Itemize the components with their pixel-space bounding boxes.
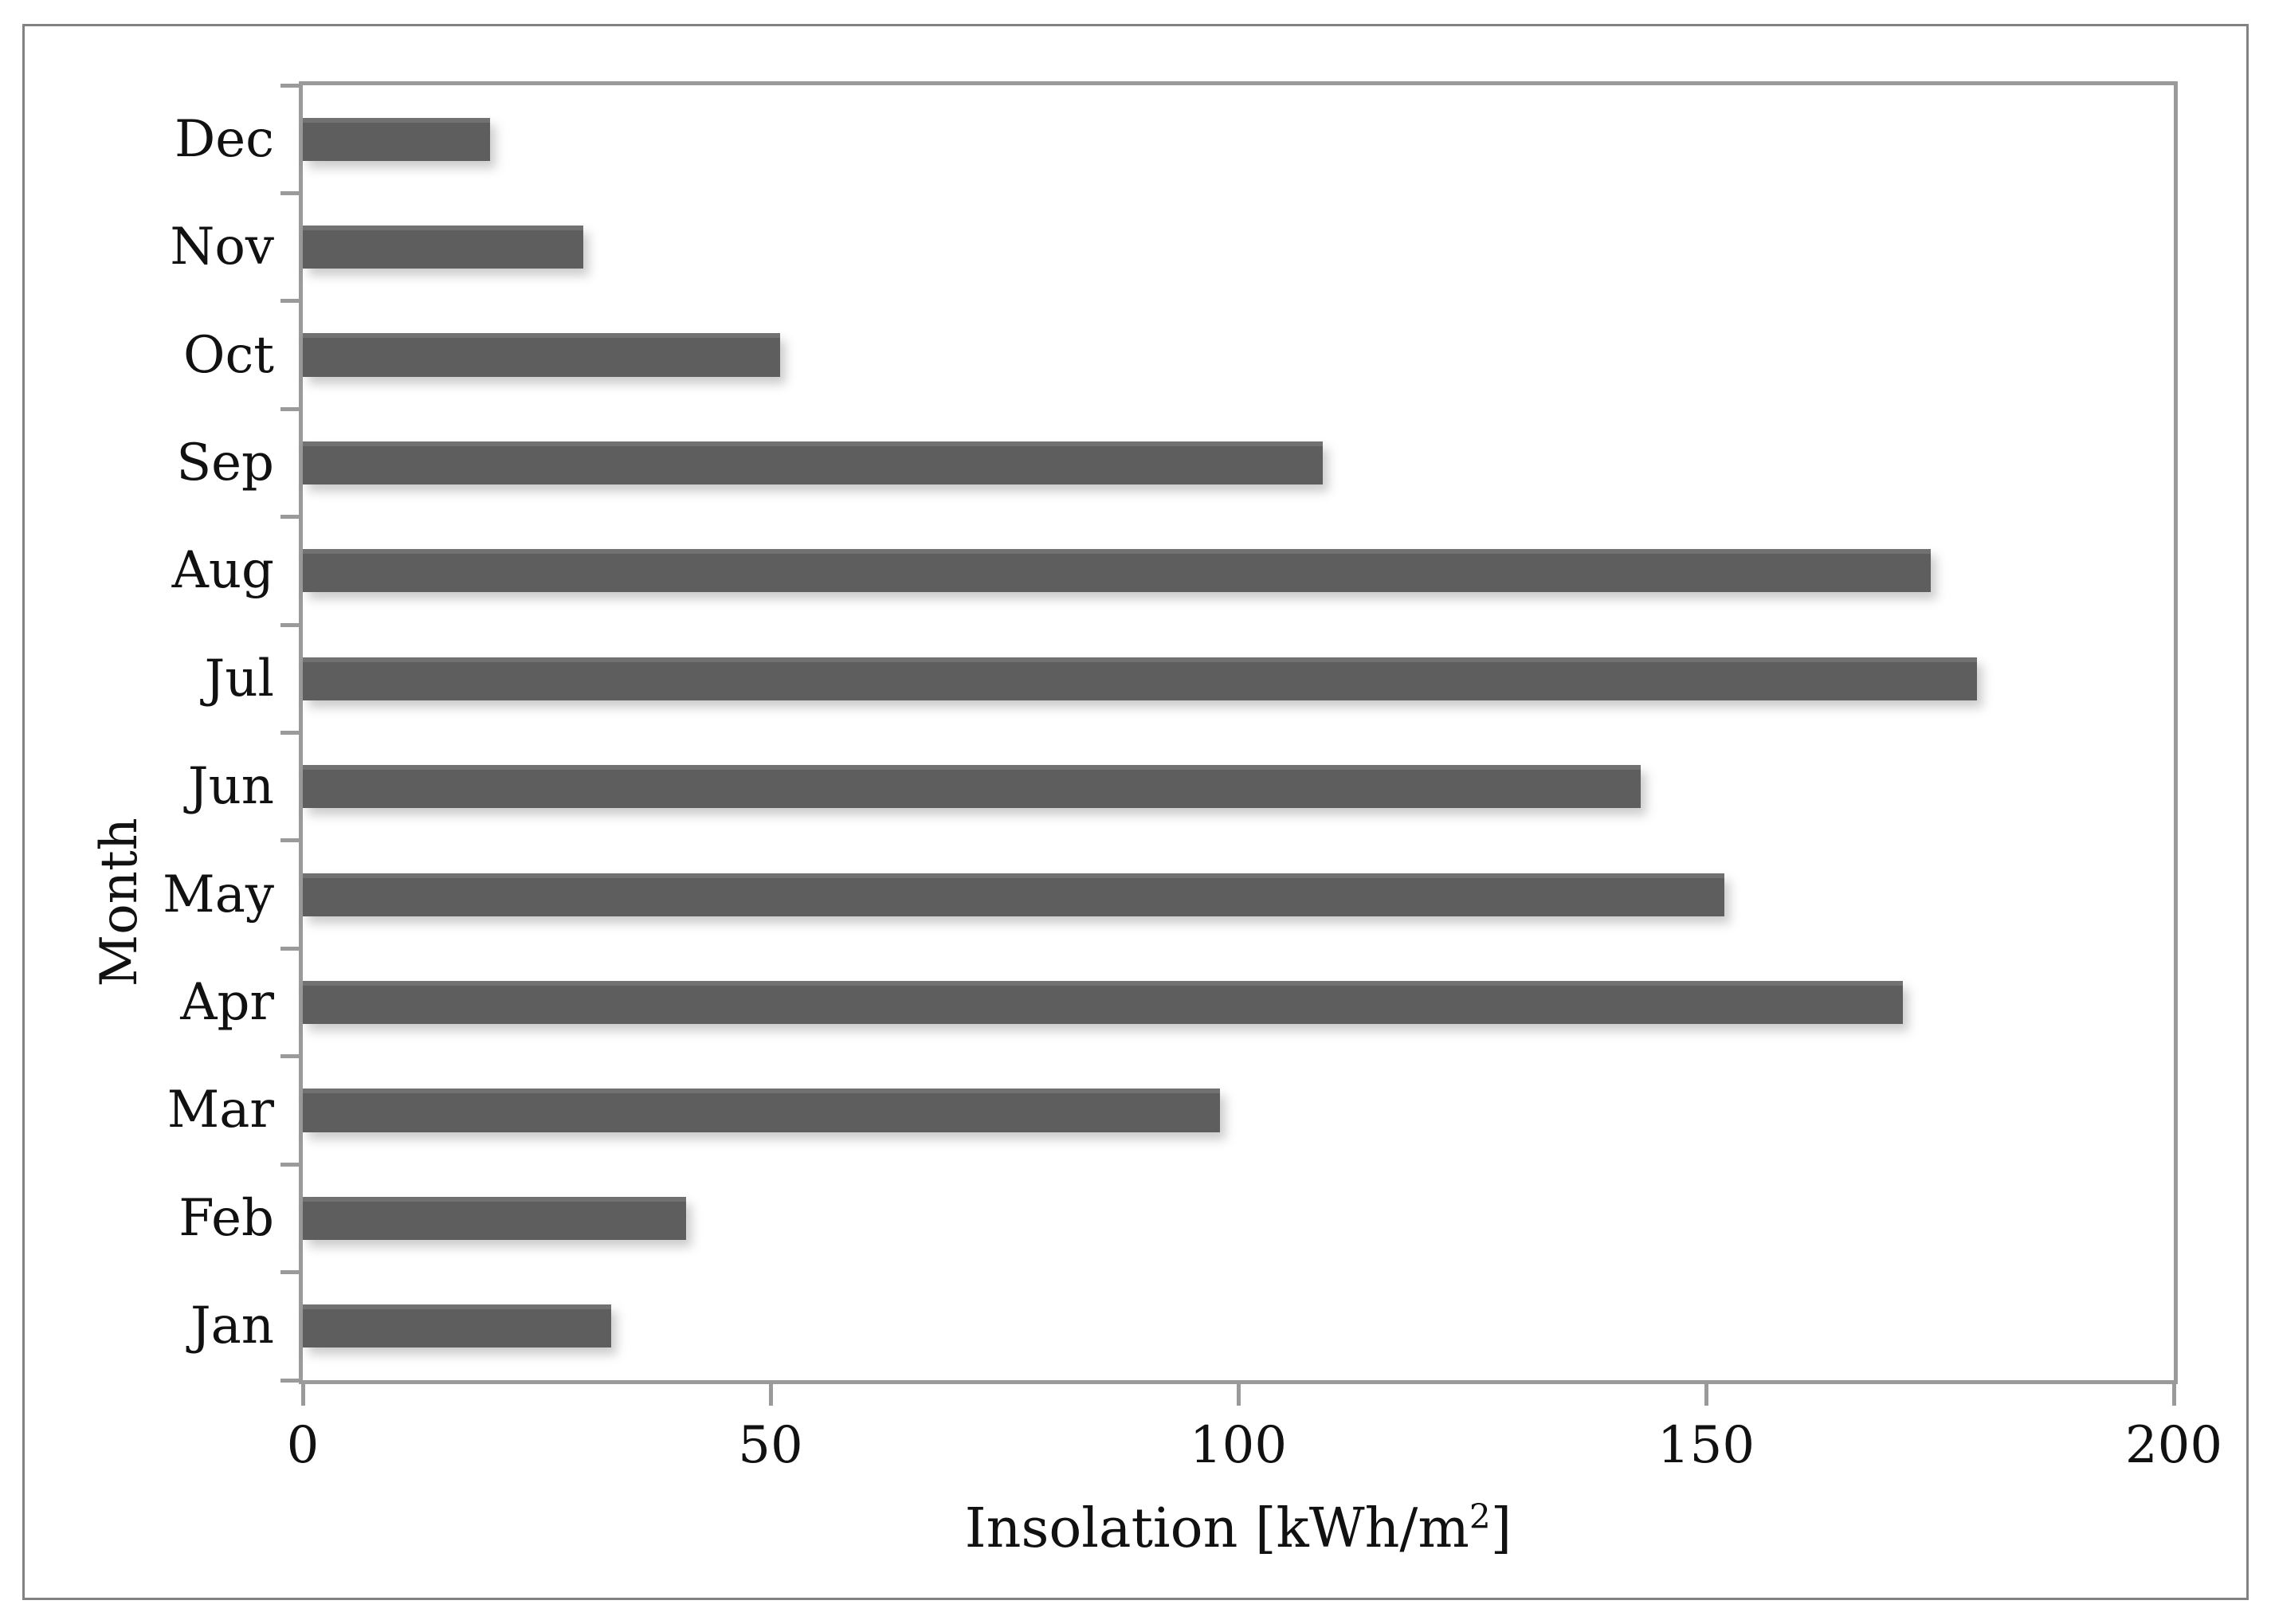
y-axis-tick — [280, 731, 299, 735]
y-axis-title: Month — [90, 818, 149, 987]
x-axis-tick-label-200: 200 — [2124, 1416, 2223, 1475]
bar-dec — [303, 117, 490, 161]
category-label-aug: Aug — [171, 541, 274, 601]
x-axis-tick-0 — [300, 1384, 305, 1406]
bar-feb — [303, 1196, 687, 1240]
bar-row: Apr — [180, 948, 2174, 1056]
bar-row: Mar — [167, 1057, 2174, 1164]
y-axis-tick — [280, 1162, 299, 1167]
bar-oct — [303, 333, 780, 377]
x-axis-tick-label-150: 150 — [1657, 1416, 1755, 1475]
category-label-jul: Jul — [204, 649, 274, 708]
bar-row: Jul — [205, 625, 2174, 732]
category-label-feb: Feb — [178, 1188, 274, 1248]
bar-row: Sep — [176, 409, 2174, 516]
bar-row: Jun — [188, 733, 2174, 841]
y-axis-tick — [280, 1378, 299, 1383]
category-label-nov: Nov — [170, 218, 274, 277]
x-axis-tick-150 — [1704, 1384, 1708, 1406]
bar-row: Aug — [172, 517, 2174, 625]
y-axis-tick — [280, 622, 299, 627]
x-axis-tick-label-100: 100 — [1189, 1416, 1288, 1475]
category-label-jan: Jan — [190, 1296, 274, 1356]
bar-jul — [303, 657, 1978, 700]
bar-sep — [303, 441, 1323, 485]
bar-row: Dec — [175, 85, 2174, 193]
x-axis-tick-label-50: 50 — [738, 1416, 803, 1475]
category-label-apr: Apr — [180, 973, 274, 1033]
x-axis-title-superscript: 2 — [1469, 1497, 1491, 1536]
bar-apr — [303, 980, 1903, 1025]
x-axis-tick-100 — [1236, 1384, 1241, 1406]
y-axis-tick — [280, 946, 299, 951]
x-axis-title-close-bracket: ] — [1490, 1497, 1512, 1560]
bar-nov — [303, 226, 584, 269]
y-axis-tick — [280, 83, 299, 88]
x-axis-tick-label-0: 0 — [286, 1416, 320, 1475]
bar-row: Oct — [183, 301, 2174, 409]
bar-jan — [303, 1304, 612, 1348]
bar-row: Nov — [170, 193, 2174, 300]
y-axis-tick — [280, 190, 299, 195]
bar-jun — [303, 765, 1641, 809]
bar-row: Jan — [190, 1273, 2174, 1380]
bar-aug — [303, 549, 1931, 593]
category-label-jun: Jun — [187, 757, 274, 817]
bar-row: May — [163, 841, 2174, 948]
y-axis-tick — [280, 1054, 299, 1059]
x-axis-title: Insolation [kWh/m2] — [964, 1497, 1512, 1560]
bar-may — [303, 873, 1725, 916]
x-axis-tick-50 — [768, 1384, 773, 1406]
category-label-may: May — [163, 865, 274, 924]
plot-area: Insolation [kWh/m2] Dec Nov Oct Sep Aug Jul Ju… — [163, 81, 2222, 1559]
category-label-dec: Dec — [174, 109, 274, 169]
y-axis-tick — [280, 1270, 299, 1275]
x-axis-title-main: Insolation [kWh/m — [964, 1497, 1469, 1560]
category-label-mar: Mar — [167, 1081, 274, 1140]
x-axis-tick-200 — [2171, 1384, 2176, 1406]
category-label-oct: Oct — [182, 325, 274, 385]
y-axis-tick — [280, 406, 299, 411]
y-axis-tick — [280, 838, 299, 843]
bar-row: Feb — [178, 1164, 2174, 1272]
y-axis-tick — [280, 515, 299, 520]
category-label-sep: Sep — [176, 433, 274, 492]
bar-mar — [303, 1089, 1220, 1132]
y-axis-tick — [280, 299, 299, 304]
